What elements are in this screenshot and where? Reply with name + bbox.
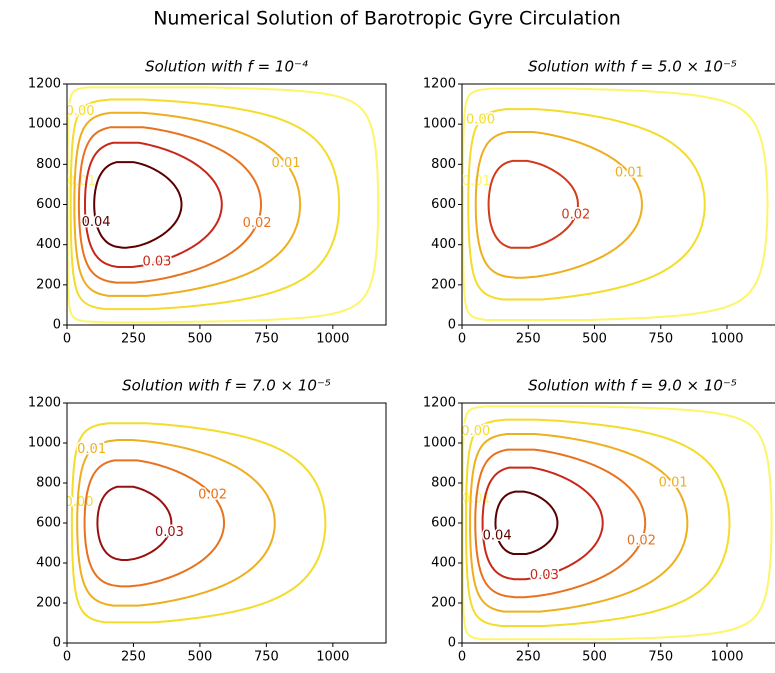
contour-line: [84, 141, 223, 268]
subplot-title: Solution with f = 10⁻⁴: [145, 58, 308, 76]
contours: -0.010.000.010.020.030.04: [461, 405, 773, 641]
contour-label: 0.03: [155, 525, 184, 540]
x-tick-label: 500: [582, 332, 607, 347]
y-tick-label: 800: [36, 476, 61, 491]
y-tick-label: 600: [431, 516, 456, 531]
contour-line: [73, 111, 302, 297]
contour-label: 0.00: [66, 104, 95, 119]
contour-line: [70, 422, 327, 624]
contour-label: 0.01: [272, 156, 301, 171]
y-tick-label: 1000: [28, 436, 61, 451]
x-tick-label: 0: [63, 332, 71, 347]
contour-line: [469, 433, 689, 613]
x-tick-label: 0: [458, 332, 466, 347]
y-tick-label: 0: [448, 318, 456, 333]
figure-title: Numerical Solution of Barotropic Gyre Ci…: [153, 8, 621, 30]
contour-line: [467, 108, 706, 301]
x-tick-label: 250: [121, 332, 146, 347]
contour-label: 0.04: [483, 529, 512, 544]
x-tick-label: 500: [188, 332, 213, 347]
y-tick-label: 0: [53, 318, 61, 333]
axes-frame: [66, 402, 387, 644]
contour-line: [481, 466, 604, 581]
contour-line: [474, 131, 643, 279]
contour-line: [474, 448, 647, 599]
contour-label: 0.01: [615, 165, 644, 180]
contour-label: 0.02: [561, 208, 590, 223]
y-tick-label: 1200: [28, 77, 61, 92]
contours: 0.000.010.020.03: [67, 422, 327, 624]
contour-line: [76, 439, 276, 607]
x-tick-label: 500: [582, 650, 607, 665]
contour-label: 0.03: [142, 255, 171, 270]
contours: -0.010.000.010.020.030.04: [66, 86, 380, 324]
y-tick-label: 400: [36, 556, 61, 571]
contour-line: [462, 405, 773, 641]
x-tick-label: 0: [63, 650, 71, 665]
y-tick-label: 600: [36, 197, 61, 212]
x-tick-label: 1000: [710, 332, 743, 347]
contour-line: [487, 159, 579, 249]
x-tick-label: 1000: [710, 650, 743, 665]
axes-frame: [461, 402, 775, 644]
contour-line: [77, 126, 262, 284]
y-tick-label: 600: [431, 197, 456, 212]
contour-label: 0.00: [461, 424, 490, 439]
contour-label: 0.02: [627, 533, 656, 548]
y-tick-label: 1200: [28, 396, 61, 411]
y-tick-label: 1000: [423, 117, 456, 132]
axes-frame: [461, 83, 775, 326]
y-tick-label: 400: [36, 237, 61, 252]
contour-line: [69, 98, 341, 311]
x-tick-label: 1000: [316, 332, 349, 347]
y-tick-label: 0: [448, 636, 456, 651]
contour-label: 0.03: [530, 568, 559, 583]
contour-label: 0.02: [243, 216, 272, 231]
contour-label: 0.01: [659, 476, 688, 491]
contour-line: [93, 161, 183, 249]
y-tick-label: 1200: [423, 396, 456, 411]
y-tick-label: 200: [36, 596, 61, 611]
y-tick-label: 200: [431, 596, 456, 611]
contours: -0.010.000.010.02: [462, 87, 769, 321]
x-tick-label: 0: [458, 650, 466, 665]
contour-line: [494, 490, 559, 555]
x-tick-label: 500: [188, 650, 213, 665]
y-tick-label: 200: [36, 277, 61, 292]
y-tick-label: 200: [431, 277, 456, 292]
x-tick-label: 750: [254, 332, 279, 347]
x-tick-label: 750: [648, 650, 673, 665]
y-tick-label: 400: [431, 556, 456, 571]
x-tick-label: 750: [254, 650, 279, 665]
y-tick-label: 800: [36, 157, 61, 172]
x-tick-label: 250: [121, 650, 146, 665]
y-tick-label: 1200: [423, 77, 456, 92]
contour-line: [462, 87, 769, 321]
y-tick-label: 400: [431, 237, 456, 252]
contour-line: [465, 418, 731, 627]
y-tick-label: 600: [36, 516, 61, 531]
contour-label: 0.02: [198, 488, 227, 503]
x-tick-label: 250: [516, 332, 541, 347]
contour-line: [67, 86, 380, 324]
subplot-title: Solution with f = 9.0 × 10⁻⁵: [528, 377, 737, 395]
contour-label: 0.01: [77, 442, 106, 457]
y-tick-label: 800: [431, 157, 456, 172]
contour-line: [96, 485, 173, 561]
x-tick-label: 1000: [316, 650, 349, 665]
contour-label: 0.00: [466, 112, 495, 127]
contour-line: [83, 459, 225, 588]
x-tick-label: 750: [648, 332, 673, 347]
y-tick-label: 1000: [28, 117, 61, 132]
y-tick-label: 1000: [423, 436, 456, 451]
subplot-title: Solution with f = 7.0 × 10⁻⁵: [122, 377, 331, 395]
contour-label: 0.04: [82, 215, 111, 230]
y-tick-label: 0: [53, 636, 61, 651]
y-tick-label: 800: [431, 476, 456, 491]
x-tick-label: 250: [516, 650, 541, 665]
subplot-title: Solution with f = 5.0 × 10⁻⁵: [528, 58, 737, 76]
